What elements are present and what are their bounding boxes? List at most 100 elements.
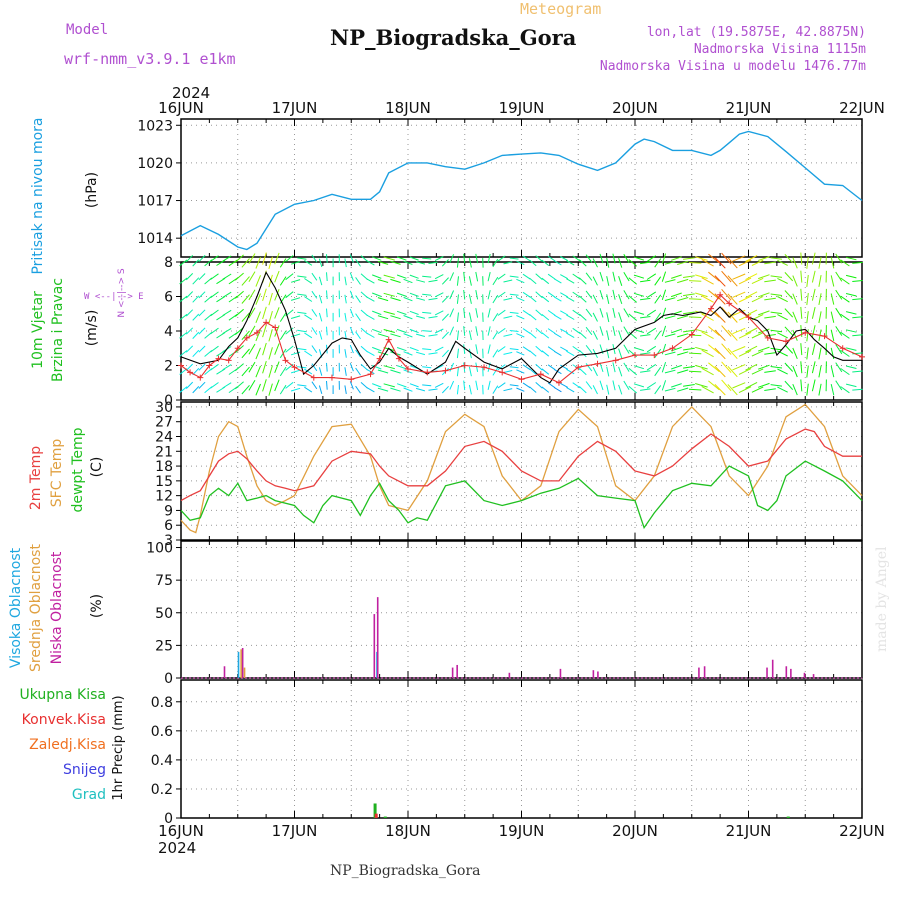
wind-arrow bbox=[654, 276, 662, 286]
y-tick-label: 0.8 bbox=[151, 695, 173, 711]
y-tick-label: 1023 bbox=[137, 118, 173, 134]
wind-mean-marker bbox=[612, 357, 619, 364]
wind-arrow bbox=[326, 326, 328, 336]
wind-compass-ew: W <--|--> E bbox=[84, 292, 144, 302]
wind-arrow bbox=[758, 382, 770, 388]
wind-arrow bbox=[606, 294, 610, 305]
wind-arrow bbox=[516, 278, 525, 284]
wind-arrow bbox=[661, 289, 667, 301]
wind-arrow bbox=[578, 331, 587, 339]
y-tick-label: 0.4 bbox=[151, 753, 173, 769]
wind-arrow bbox=[377, 369, 389, 374]
wind-mean-marker bbox=[225, 357, 232, 364]
wind-arrow bbox=[578, 295, 587, 303]
wind-arrow bbox=[695, 364, 708, 370]
wind-arrow bbox=[708, 326, 720, 336]
wind-arrow bbox=[234, 345, 244, 354]
wind-arrow bbox=[297, 348, 307, 351]
wind-arrow bbox=[304, 368, 313, 375]
wind-arrow bbox=[727, 347, 738, 360]
wind-arrow bbox=[522, 291, 531, 298]
precip-unit-label: 1hr Precip (mm) bbox=[111, 695, 126, 800]
wind-arrow bbox=[764, 388, 776, 391]
wind-arrow bbox=[800, 288, 803, 301]
wind-arrow bbox=[830, 329, 835, 342]
wind-arrow bbox=[415, 279, 426, 283]
wind-arrow bbox=[487, 380, 491, 391]
wind-arrow bbox=[285, 327, 294, 335]
wind-arrow bbox=[664, 297, 676, 301]
y-tick-label: 2 bbox=[164, 359, 173, 375]
wind-arrow bbox=[633, 365, 645, 370]
y-tick-label: 24 bbox=[155, 430, 173, 446]
wind-arrow bbox=[456, 384, 459, 395]
wind-arrow bbox=[770, 275, 783, 278]
wind-arrow bbox=[492, 385, 499, 394]
wind-arrow bbox=[811, 252, 816, 265]
wind-arrow bbox=[198, 255, 206, 263]
wind-arrow bbox=[661, 271, 667, 282]
wind-mean-marker bbox=[555, 379, 562, 386]
wind-arrow bbox=[806, 329, 809, 342]
elevation-label: Nadmorska Visina 1115m bbox=[694, 42, 866, 57]
wind-arrow bbox=[492, 276, 499, 286]
wind-arrow bbox=[360, 345, 368, 353]
wind-arrow bbox=[372, 328, 382, 334]
wind-arrow bbox=[566, 260, 575, 266]
wind-arrow bbox=[241, 294, 250, 304]
wind-arrow bbox=[623, 253, 630, 264]
wind-arrow bbox=[311, 309, 318, 317]
wind-arrow bbox=[192, 349, 200, 358]
wind-arrow bbox=[349, 344, 354, 354]
wind-arrow bbox=[585, 308, 593, 318]
wind-arrow bbox=[475, 362, 479, 372]
wind-panel: 0 2 4 6 8 bbox=[164, 252, 865, 409]
wind-arrow bbox=[422, 275, 432, 278]
wind-arrow bbox=[721, 325, 732, 337]
wind-arrow bbox=[344, 258, 347, 268]
bottom-date-label: 21JUN bbox=[726, 822, 772, 840]
wind-arrow bbox=[198, 327, 206, 335]
wind-arrow bbox=[646, 309, 657, 317]
wind-arrow bbox=[560, 346, 569, 352]
wind-arrow bbox=[509, 257, 519, 260]
wind-arrow bbox=[764, 297, 776, 301]
wind-arrow bbox=[592, 312, 598, 322]
wind-mean-marker bbox=[669, 345, 676, 352]
wind-arrow bbox=[192, 313, 200, 321]
wind-arrow bbox=[383, 365, 395, 370]
wind-arrow bbox=[192, 331, 200, 339]
wind-arrow bbox=[304, 386, 313, 393]
wind-mean-marker bbox=[859, 353, 865, 360]
wind-arrow bbox=[509, 384, 519, 387]
wind-arrow bbox=[279, 258, 287, 268]
wind-arrow bbox=[566, 314, 575, 320]
wind-arrow bbox=[784, 272, 794, 282]
wind-arrow bbox=[738, 313, 752, 321]
wind-arrow bbox=[818, 256, 822, 269]
wind-arrow bbox=[727, 275, 738, 287]
pressure-axis-label: Pritisak na nivou mora bbox=[30, 117, 46, 274]
wind-arrow bbox=[585, 272, 593, 281]
wind-arrow bbox=[708, 344, 720, 354]
wind-arrow bbox=[456, 312, 459, 322]
wind-arrow bbox=[487, 290, 491, 300]
wind-arrow bbox=[377, 315, 389, 320]
wind-arrow bbox=[441, 277, 449, 285]
wind-arrow bbox=[572, 255, 581, 262]
wind-arrow bbox=[640, 261, 651, 265]
wind-arrow bbox=[777, 296, 788, 303]
wind-arrow bbox=[492, 313, 499, 322]
wind-arrow bbox=[800, 343, 803, 356]
wind-arrow bbox=[297, 293, 307, 296]
wind-arrow bbox=[349, 326, 354, 336]
wind-arrow bbox=[770, 257, 783, 260]
y-tick-label: 9 bbox=[164, 503, 173, 519]
wind-mean-marker bbox=[263, 319, 270, 326]
wind-arrow bbox=[290, 369, 301, 374]
wind-arrow bbox=[818, 293, 822, 305]
wind-arrow bbox=[612, 271, 616, 282]
wind-arrow bbox=[547, 291, 556, 298]
wind-arrow bbox=[360, 291, 368, 299]
wind-arrow bbox=[683, 365, 695, 369]
